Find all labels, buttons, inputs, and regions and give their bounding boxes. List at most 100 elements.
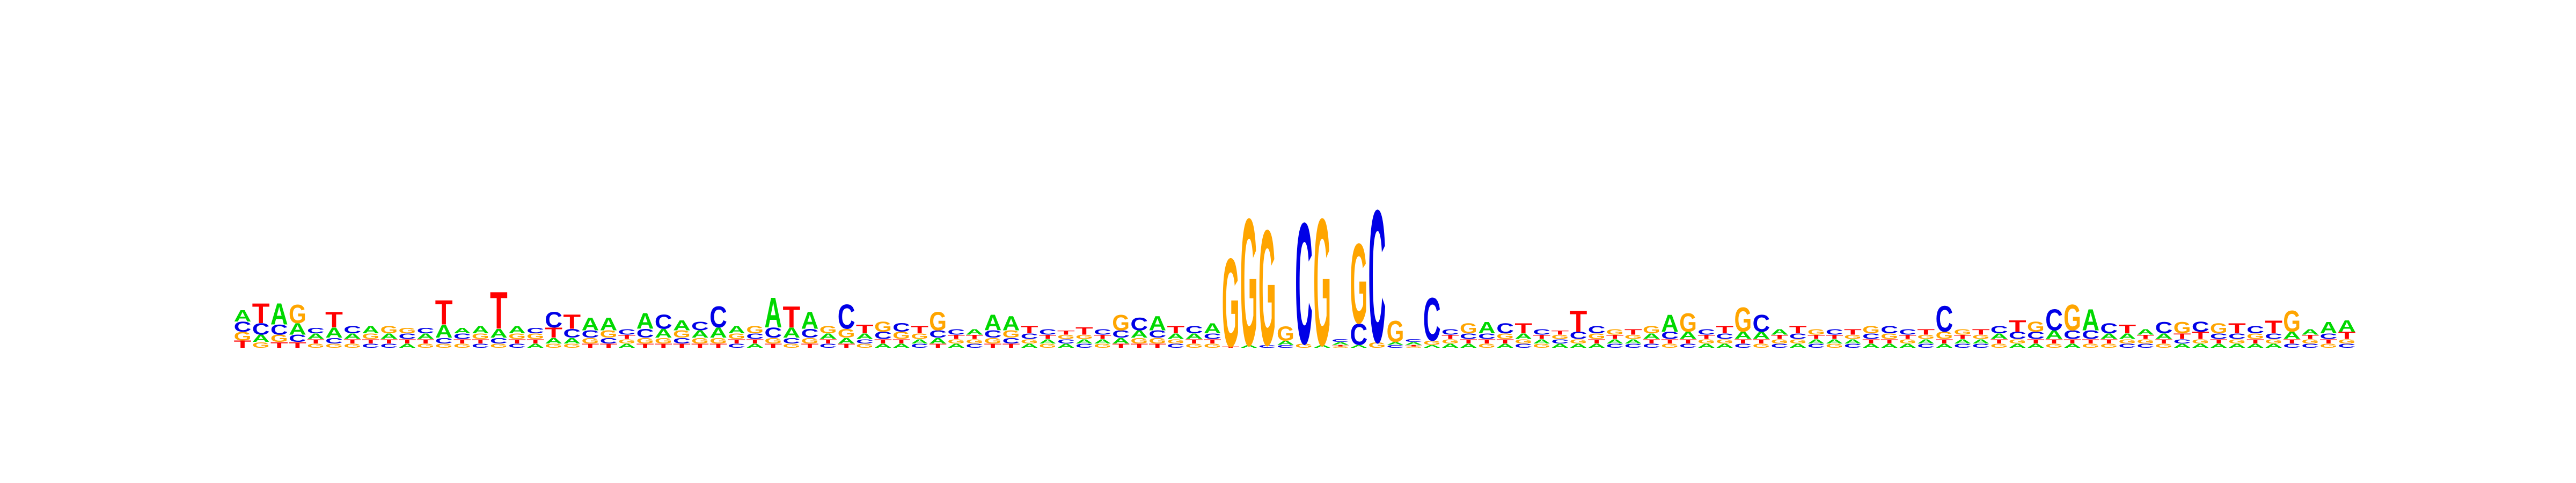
logo-letter-C: C (2192, 319, 2209, 335)
logo-letter-T: T (892, 338, 910, 345)
logo-letter-C: C (764, 325, 782, 341)
logo-letter-C: C (1039, 327, 1057, 336)
logo-position-58: CAG (1277, 323, 1294, 348)
logo-letter-A: A (2100, 332, 2118, 341)
logo-letter-A: A (746, 342, 764, 349)
logo-letter-A: A (362, 324, 379, 335)
logo-letter-T: T (691, 342, 709, 349)
logo-letter-G: G (1771, 338, 1789, 345)
logo-letter-T: T (838, 342, 855, 349)
logo-letter-A: A (1387, 341, 1404, 346)
logo-letter-A: A (1899, 342, 1916, 349)
logo-letter-G: G (783, 342, 801, 349)
logo-letter-T: T (1643, 338, 1660, 345)
logo-letter-C: C (1021, 332, 1038, 341)
logo-letter-T: T (1514, 320, 1532, 336)
logo-letter-A: A (691, 329, 709, 340)
logo-letter-T: T (1496, 338, 1514, 345)
logo-letter-G: G (234, 330, 252, 343)
logo-letter-T: T (1807, 334, 1825, 341)
logo-letter-C: C (1570, 330, 1587, 341)
logo-letter-T: T (2265, 317, 2282, 338)
logo-letter-G: G (728, 332, 745, 341)
logo-letter-G: G (289, 299, 306, 329)
logo-letter-T: T (2319, 338, 2337, 345)
logo-letter-C: C (1588, 324, 1606, 335)
logo-letter-G: G (1753, 342, 1770, 349)
logo-letter-C: C (1295, 186, 1313, 380)
logo-letter-T: T (1552, 330, 1569, 336)
logo-letter-G: G (2319, 342, 2337, 349)
logo-letter-C: C (691, 319, 709, 333)
logo-letter-C: C (1552, 338, 1569, 345)
logo-letter-A: A (655, 327, 672, 340)
logo-letter-G: G (1039, 342, 1057, 349)
logo-letter-T: T (764, 342, 782, 349)
logo-letter-A: A (1771, 327, 1789, 336)
logo-stacks: TGCAGACTTGCATCAGGTACGCATGTACCTGACTAGATCG… (234, 171, 2356, 384)
logo-letter-C: C (2063, 328, 2081, 341)
logo-letter-C: C (1661, 330, 1679, 341)
logo-letter-A: A (508, 324, 526, 335)
logo-letter-T: T (1039, 334, 1057, 341)
logo-letter-T: T (1533, 334, 1550, 341)
logo-letter-G: G (1606, 327, 1624, 336)
logo-position-63: GC (1368, 171, 1386, 383)
logo-letter-G: G (1094, 342, 1111, 349)
logo-letter-T: T (965, 334, 983, 341)
logo-letter-G: G (307, 342, 325, 349)
logo-letter-G: G (325, 342, 343, 349)
logo-letter-T: T (746, 338, 764, 345)
logo-letter-G: G (508, 332, 526, 341)
logo-letter-C: C (2246, 324, 2264, 335)
logo-letter-A: A (2155, 332, 2173, 341)
logo-letter-C: C (1899, 327, 1916, 336)
logo-letter-C: C (2301, 342, 2319, 349)
logo-letter-C: C (1112, 329, 1130, 340)
logo-letter-T: T (1606, 334, 1624, 341)
logo-letter-C: C (1753, 310, 1770, 337)
logo-letter-T: T (618, 334, 636, 341)
logo-letter-G: G (1350, 220, 1367, 347)
logo-letter-C: C (1441, 327, 1459, 336)
logo-letter-C: C (1514, 342, 1532, 349)
logo-letter-C: C (1880, 324, 1898, 335)
logo-letter-G: G (1533, 342, 1550, 349)
logo-letter-C: C (1679, 342, 1697, 349)
logo-letter-G: G (1697, 338, 1715, 345)
logo-letter-A: A (1588, 342, 1606, 349)
logo-letter-C: C (2009, 330, 2026, 341)
logo-letter-G: G (1002, 328, 1020, 340)
logo-letter-A: A (2118, 332, 2136, 341)
logo-letter-A: A (1972, 338, 1990, 345)
logo-letter-A: A (801, 307, 819, 334)
logo-letter-T: T (2137, 334, 2155, 341)
logo-letter-C: C (2338, 342, 2356, 349)
logo-letter-C: C (1075, 342, 1093, 349)
logo-letter-G: G (2338, 338, 2356, 345)
logo-letter-G: G (2265, 338, 2282, 345)
logo-letter-T: T (435, 293, 453, 332)
logo-letter-A: A (490, 327, 508, 340)
logo-letter-A: A (2301, 327, 2319, 336)
logo-letter-G: G (1204, 342, 1221, 349)
logo-letter-T: T (1917, 327, 1935, 336)
logo-letter-A: A (435, 321, 453, 341)
logo-letter-G: G (1075, 333, 1093, 340)
logo-letter-C: C (307, 326, 325, 335)
